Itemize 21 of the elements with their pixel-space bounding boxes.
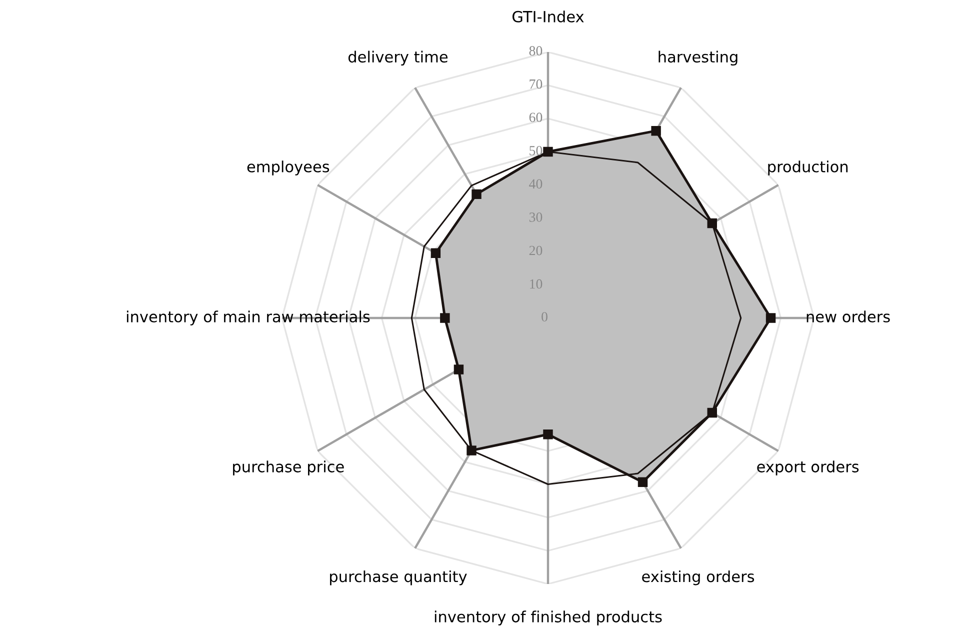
spoke-label: inventory of main raw materials [126, 310, 370, 326]
y-tick-label: 50 [530, 146, 542, 156]
spoke-label: production [768, 160, 848, 176]
spoke-label: harvesting [658, 50, 738, 66]
spoke-label: new orders [806, 310, 890, 322]
y-tick-label: 20 [529, 246, 542, 256]
spoke-label: GTI-Index [512, 10, 584, 22]
spoke-label: purchase price [233, 460, 344, 476]
spoke-label: inventory of finished products [434, 610, 662, 626]
y-tick-label: 60 [529, 112, 542, 122]
y-tick-label: 0 [542, 312, 548, 322]
y-tick-label: 40 [529, 179, 542, 189]
spoke-label: existing orders [642, 570, 754, 586]
y-tick-label: 30 [529, 212, 542, 222]
y-tick-label: 80 [529, 46, 542, 56]
y-tick-label: 10 [530, 279, 542, 289]
spoke-label: employees [247, 160, 330, 176]
spoke-label: delivery time [348, 50, 448, 66]
y-tick-label: 70 [530, 79, 542, 89]
spoke-label: purchase quantity [330, 570, 467, 586]
spoke-label: export orders [757, 460, 859, 476]
